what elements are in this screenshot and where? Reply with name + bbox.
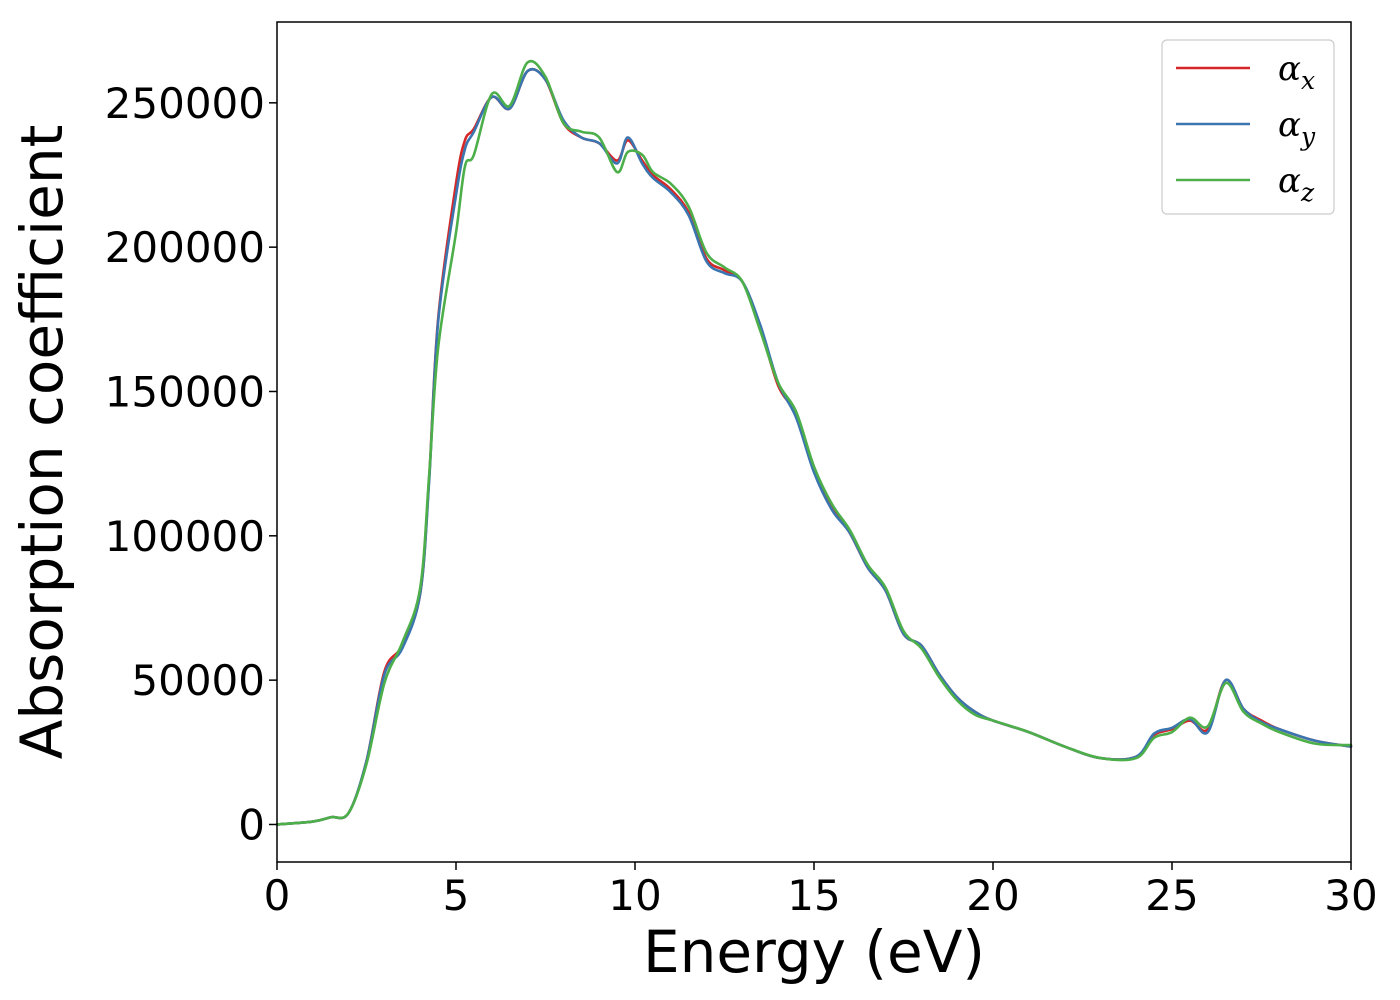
legend-symbol: α <box>1278 161 1301 201</box>
y-tick-label: 50000 <box>131 656 265 705</box>
legend-entry-label: αz <box>1278 161 1315 207</box>
x-tick-label: 15 <box>787 871 840 920</box>
x-tick-label: 0 <box>264 871 291 920</box>
x-tick-label: 10 <box>608 871 661 920</box>
series-line-z <box>275 59 1353 826</box>
x-tick-label: 25 <box>1145 871 1198 920</box>
x-tick-label: 30 <box>1324 871 1377 920</box>
y-axis-label: Absorption coefficient <box>8 125 76 760</box>
series-layer <box>275 59 1353 826</box>
legend-entry-label: αy <box>1278 105 1316 151</box>
legend-subscript: z <box>1300 178 1315 207</box>
legend-box <box>1161 39 1335 215</box>
legend-entry-label: αx <box>1278 49 1315 95</box>
legend-subscript: y <box>1300 122 1316 151</box>
y-tick-label: 200000 <box>105 223 265 272</box>
x-tick-label: 20 <box>966 871 1019 920</box>
y-tick-label: 0 <box>238 800 265 849</box>
y-tick-label: 250000 <box>105 79 265 128</box>
legend-subscript: x <box>1301 66 1315 95</box>
legend-symbol: α <box>1278 49 1301 89</box>
x-axis-label: Energy (eV) <box>643 918 985 986</box>
y-axis-ticks: 0 50000 100000 150000 200000 250000 <box>105 79 277 849</box>
series-line-y <box>275 67 1353 826</box>
legend-symbol: α <box>1278 105 1301 145</box>
y-tick-label: 100000 <box>105 512 265 561</box>
x-tick-label: 5 <box>443 871 470 920</box>
y-tick-label: 150000 <box>105 367 265 416</box>
x-axis-ticks: 0 5 10 15 20 25 30 <box>264 862 1378 920</box>
